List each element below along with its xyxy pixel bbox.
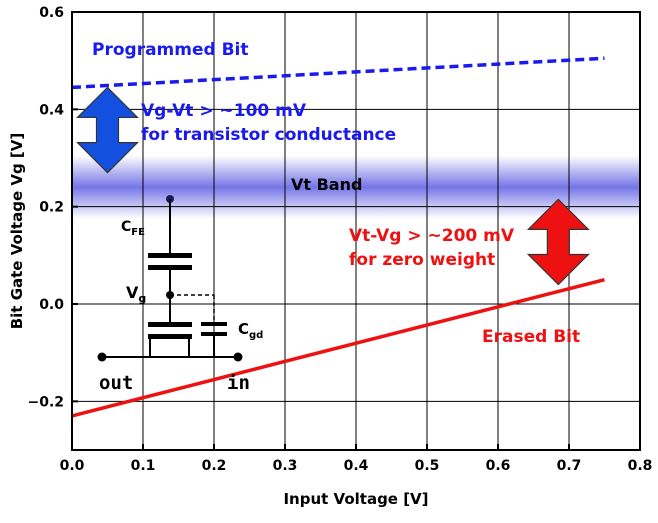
cgd-plate-bottom	[201, 332, 227, 336]
x-tick-label: 0.2	[202, 458, 227, 474]
x-tick-label: 0.0	[60, 458, 85, 474]
y-tick-label: 0.6	[39, 5, 64, 21]
x-tick-label: 0.1	[131, 458, 156, 474]
y-tick-label: 0.4	[39, 102, 64, 118]
series-layer	[71, 56, 605, 418]
label-cfe-main: C	[121, 219, 131, 235]
label-cgd: Cgd	[238, 320, 263, 341]
circuit-node-out	[97, 352, 107, 362]
label-cfe-sub: FE	[131, 227, 145, 238]
cfe-plate-top	[148, 253, 192, 258]
annotation-arrows	[76, 86, 590, 286]
x-tick-label: 0.3	[273, 458, 298, 474]
x-tick-label: 0.4	[344, 458, 369, 474]
series-line-1	[71, 56, 605, 90]
x-tick-label: 0.5	[415, 458, 440, 474]
y-tick-label: −0.2	[27, 394, 64, 410]
label-out: out	[99, 372, 133, 394]
y-tick-label: 0.0	[39, 297, 64, 313]
double-arrow-1	[76, 86, 139, 174]
label-cgd-main: C	[238, 320, 249, 338]
circuit-node-in	[233, 352, 243, 362]
x-tick-label: 0.7	[557, 458, 582, 474]
label-cfe: CFE	[121, 219, 145, 238]
series-label-programmed: Programmed Bit	[92, 40, 249, 60]
y-tick-label: 0.2	[39, 200, 64, 216]
annotation-2-line2: for zero weight	[349, 250, 495, 270]
annotation-2-line1: Vt-Vg > ~200 mV	[349, 226, 515, 246]
label-vg: Vg	[126, 283, 146, 305]
label-vg-sub: g	[138, 292, 146, 305]
gate-plate	[148, 322, 192, 327]
x-tick-label: 0.8	[628, 458, 653, 474]
double-arrow-2	[526, 198, 590, 286]
cfe-plate-bottom	[148, 265, 192, 270]
annotation-1-line2: for transistor conductance	[141, 125, 396, 145]
annotation-1-line1: Vg-Vt > ~100 mV	[141, 101, 307, 121]
series-line-2	[71, 277, 605, 418]
label-cgd-sub: gd	[249, 330, 263, 341]
tick-labels: 0.0 0.1 0.2 0.3 0.4 0.5 0.6 0.7 0.8 −0.2 0.0 0.2 0.4…	[27, 5, 652, 474]
series-label-erased: Erased Bit	[482, 327, 580, 347]
label-vg-main: V	[126, 283, 139, 302]
label-in: in	[227, 372, 250, 394]
y-axis-label: Bit Gate Voltage Vg [V]	[8, 133, 26, 330]
cgd-plate-top	[201, 322, 227, 326]
band-label: Vt Band	[291, 175, 362, 194]
x-tick-label: 0.6	[486, 458, 511, 474]
label-layer: Programmed Bit Erased Bit Vt Band Vg-Vt > ~…	[92, 40, 580, 347]
channel-plate	[148, 334, 192, 339]
x-axis-label: Input Voltage [V]	[283, 490, 428, 508]
